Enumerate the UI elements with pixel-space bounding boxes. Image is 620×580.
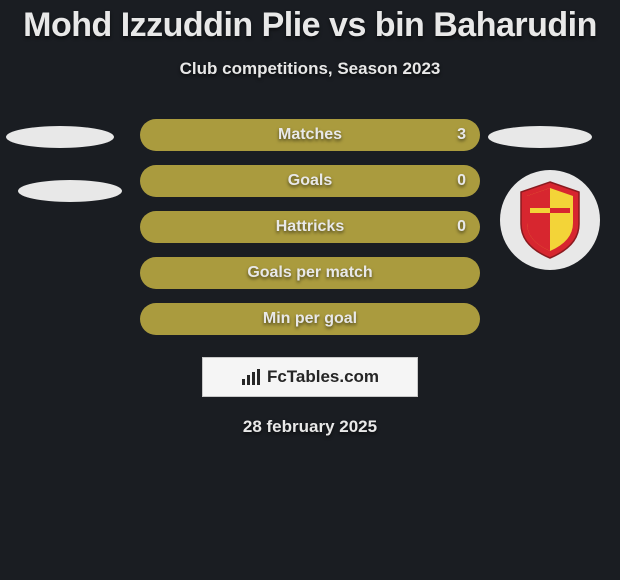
club-crest [500, 170, 600, 270]
bar-chart-icon [241, 367, 263, 387]
page-title: Mohd Izzuddin Plie vs bin Baharudin [0, 0, 620, 45]
crest-icon [515, 180, 585, 260]
stat-value-right: 0 [457, 218, 466, 236]
left-ellipse-2 [18, 180, 122, 202]
stat-row-goals-per-match: Goals per match [140, 257, 480, 289]
stat-row-min-per-goal: Min per goal [140, 303, 480, 335]
stat-label: Matches [278, 126, 342, 144]
right-ellipse [488, 126, 592, 148]
stat-value-right: 0 [457, 172, 466, 190]
subtitle: Club competitions, Season 2023 [0, 59, 620, 79]
left-ellipse-1 [6, 126, 114, 148]
stat-row-matches: Matches 3 [140, 119, 480, 151]
brand-text: FcTables.com [267, 367, 379, 387]
stat-label: Goals [288, 172, 332, 190]
stat-label: Min per goal [263, 310, 357, 328]
stat-label: Goals per match [247, 264, 372, 282]
date-text: 28 february 2025 [0, 417, 620, 437]
brand-badge: FcTables.com [202, 357, 418, 397]
stat-label: Hattricks [276, 218, 344, 236]
stat-row-hattricks: Hattricks 0 [140, 211, 480, 243]
stat-row-goals: Goals 0 [140, 165, 480, 197]
stat-value-right: 3 [457, 126, 466, 144]
